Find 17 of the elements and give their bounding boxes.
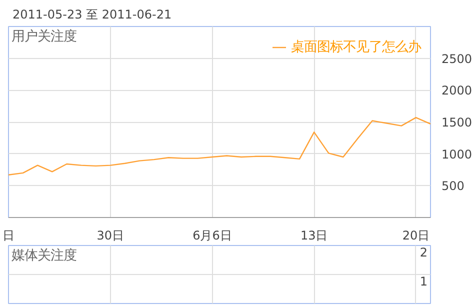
x-tick-label: 13日 bbox=[300, 228, 328, 242]
chart-title: 用户关注度 bbox=[12, 28, 76, 44]
y-tick-label: 1500 bbox=[442, 116, 472, 130]
text: 1 bbox=[420, 274, 428, 288]
y-tick-label: 1000 bbox=[442, 147, 472, 162]
x-tick-label: 20日 bbox=[402, 228, 430, 242]
y-tick-label: 2000 bbox=[442, 84, 472, 98]
y-tick-label: 500 bbox=[442, 179, 464, 194]
line-series bbox=[8, 116, 430, 176]
text: 2011-05-23 至 2011-06-21 bbox=[12, 8, 172, 22]
text: 2 bbox=[420, 246, 428, 260]
text: 媒体关注度 bbox=[12, 248, 76, 264]
y-tick-label: 2500 bbox=[442, 52, 472, 66]
x-tick-label: 6月6日 bbox=[192, 228, 232, 242]
legend-label: 桌面图标不见了怎么办 bbox=[291, 38, 421, 56]
x-tick-label: 日 bbox=[2, 228, 14, 242]
x-tick-label: 30日 bbox=[96, 228, 124, 242]
